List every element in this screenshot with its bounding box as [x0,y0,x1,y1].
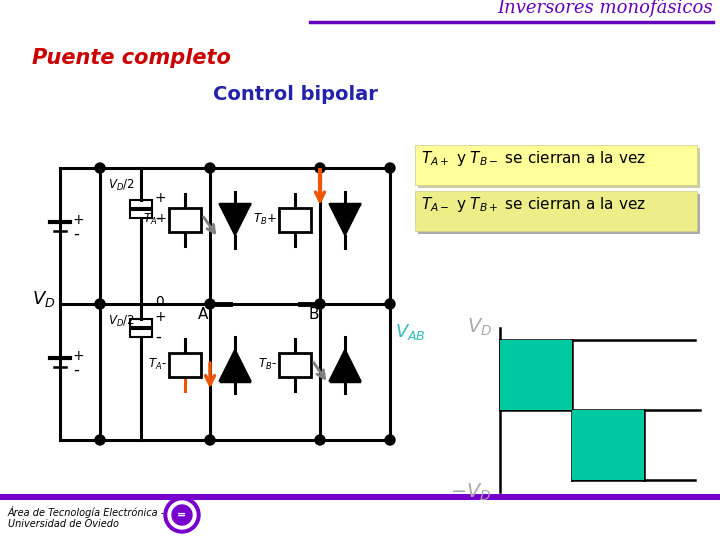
Bar [169,208,201,232]
Circle shape [205,435,215,445]
Text: A: A [198,307,208,322]
Bar [169,353,201,377]
Text: =: = [177,510,186,520]
Text: Área de Tecnología Electrónica -: Área de Tecnología Electrónica - [8,506,166,518]
Bar [418,148,700,188]
Circle shape [315,299,325,309]
Text: -: - [155,209,161,227]
Text: +: + [155,191,166,205]
Bar [415,191,697,231]
Text: $T_{A}$+: $T_{A}$+ [143,212,167,227]
Circle shape [168,501,196,529]
Circle shape [205,299,215,309]
Bar [279,353,311,377]
Text: $-V_D$: $-V_D$ [451,482,492,503]
Circle shape [315,163,325,173]
Bar [130,200,152,208]
Text: $V_D/2$: $V_D/2$ [108,178,135,193]
Polygon shape [219,349,251,381]
Bar [130,329,152,337]
Text: Puente completo: Puente completo [32,48,231,68]
Bar [0,494,720,500]
Circle shape [172,505,192,525]
Bar [500,340,572,410]
Text: $T_{A}$-: $T_{A}$- [148,357,167,372]
Bar [418,194,700,234]
Bar [130,319,152,327]
Text: Inversores monofásicos: Inversores monofásicos [498,0,713,17]
Circle shape [95,435,105,445]
Bar [279,208,311,232]
Text: $T_{B}$+: $T_{B}$+ [253,212,277,227]
Text: $T_{B}$-: $T_{B}$- [258,357,277,372]
Text: Universidad de Oviedo: Universidad de Oviedo [8,519,119,529]
Text: -: - [155,328,161,346]
Circle shape [385,163,395,173]
Circle shape [164,497,200,533]
Circle shape [385,435,395,445]
Circle shape [385,299,395,309]
Text: $V_D$: $V_D$ [467,316,492,338]
Text: -: - [73,360,79,379]
Circle shape [205,163,215,173]
Bar [130,210,152,218]
Circle shape [95,163,105,173]
Polygon shape [219,204,251,235]
Text: $V_{AB}$: $V_{AB}$ [395,322,426,342]
Text: -: - [73,225,79,242]
Text: +: + [73,213,85,227]
Polygon shape [329,349,361,381]
Text: $V_D/2$: $V_D/2$ [108,314,135,329]
Bar [415,145,697,185]
Circle shape [95,299,105,309]
Circle shape [315,435,325,445]
Text: 0: 0 [155,295,163,309]
Text: $T_{A+}$ y $T_{B-}$ se cierran a la vez: $T_{A+}$ y $T_{B-}$ se cierran a la vez [421,149,646,168]
Text: B: B [308,307,318,322]
Text: +: + [155,310,166,324]
Text: $T_{A-}$ y $T_{B+}$ se cierran a la vez: $T_{A-}$ y $T_{B+}$ se cierran a la vez [421,195,646,214]
Text: Control bipolar: Control bipolar [212,85,377,104]
Text: $V_D$: $V_D$ [32,289,55,309]
Bar [572,410,644,480]
Polygon shape [329,204,361,235]
Text: +: + [73,349,85,363]
